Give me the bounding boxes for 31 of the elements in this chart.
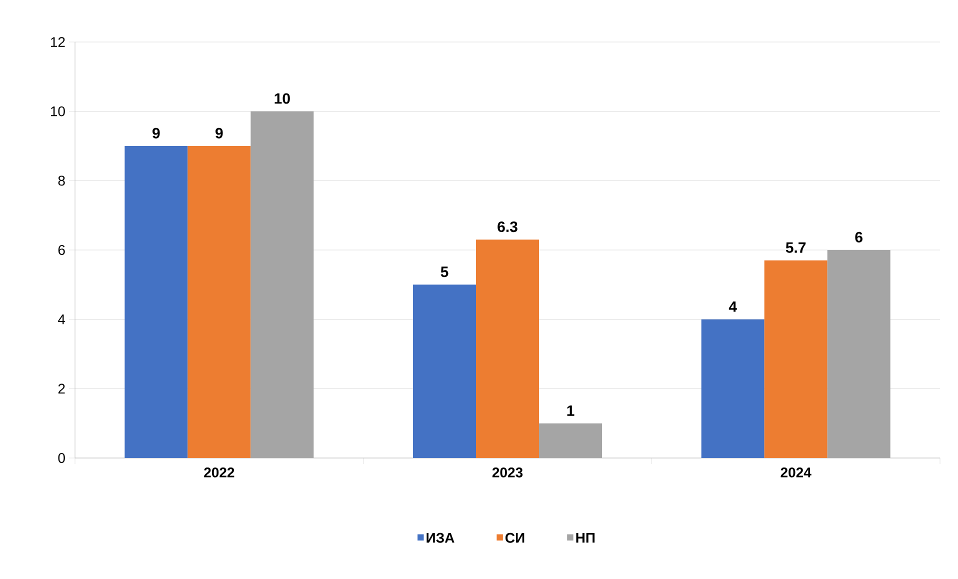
data-label: 6.3: [498, 221, 518, 232]
y-tick-label: 4: [58, 314, 66, 324]
y-tick-label: 6: [58, 245, 65, 255]
legend-label: ИЗА: [426, 532, 454, 543]
bar: [764, 260, 828, 458]
data-label: 6: [855, 232, 862, 242]
bar: [539, 423, 602, 458]
legend-label: СИ: [505, 532, 524, 543]
y-tick-label: 2: [58, 384, 65, 394]
bar: [827, 250, 890, 458]
bar: [250, 111, 314, 458]
y-tick-label: 0: [58, 453, 65, 463]
data-label: 9: [216, 128, 223, 138]
x-tick-label: 2024: [780, 468, 812, 478]
y-tick-label: 10: [50, 106, 65, 116]
data-label: 5.7: [786, 242, 806, 253]
data-label: 9: [152, 128, 160, 138]
bar: [413, 284, 476, 458]
data-label: 5: [440, 266, 448, 278]
y-tick-label: 8: [58, 176, 65, 186]
x-tick-label: 2022: [204, 468, 234, 478]
legend-label: НП: [576, 532, 595, 543]
data-label: 4: [728, 302, 737, 312]
data-label: 1: [567, 406, 574, 416]
bar: [188, 146, 251, 458]
x-tick-label: 2023: [492, 468, 523, 478]
bar: [701, 319, 764, 458]
data-label: 10: [274, 93, 290, 104]
bar: [124, 146, 188, 458]
y-tick-label: 12: [50, 37, 65, 47]
bar: [476, 240, 540, 458]
